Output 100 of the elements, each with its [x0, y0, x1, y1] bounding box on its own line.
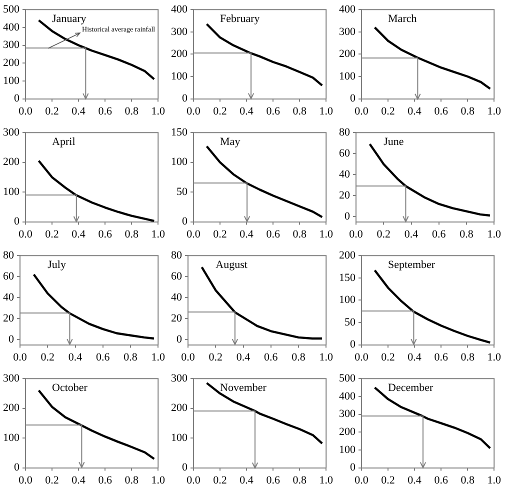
x-tick-label: 0.2 — [45, 474, 59, 486]
y-tick-label: 40 — [3, 291, 14, 304]
chart-title: July — [48, 258, 66, 271]
y-tick-label: 40 — [171, 291, 182, 304]
x-tick-label: 0.2 — [213, 105, 227, 118]
chart-title: September — [388, 258, 436, 271]
y-tick-label: 100 — [3, 74, 20, 87]
x-tick-label: 0.6 — [98, 105, 112, 118]
x-tick-label: 0.8 — [292, 228, 307, 240]
y-tick-label: 300 — [171, 372, 188, 384]
x-tick-label: 0.4 — [408, 474, 422, 486]
chart-title: August — [216, 258, 248, 271]
y-tick-label: 50 — [344, 316, 356, 328]
x-tick-label: 0.0 — [18, 228, 33, 240]
x-tick-label: 0.0 — [186, 228, 201, 240]
y-tick-label: 200 — [3, 57, 20, 70]
y-tick-label: 400 — [339, 390, 356, 402]
x-tick-label: 0.0 — [354, 474, 369, 486]
x-tick-label: 0.4 — [240, 105, 254, 118]
chart-title: April — [52, 136, 76, 148]
chart-title: October — [52, 382, 88, 394]
y-tick-label: 0 — [350, 92, 356, 105]
y-tick-label: 0 — [182, 92, 188, 105]
y-tick-label: 80 — [171, 249, 182, 262]
y-tick-label: 80 — [3, 249, 14, 262]
x-tick-label: 0.2 — [208, 351, 222, 364]
x-tick-label: 0.8 — [124, 105, 139, 118]
x-tick-label: 0.4 — [72, 474, 86, 486]
y-tick-label: 100 — [171, 432, 188, 444]
y-tick-label: 100 — [339, 294, 356, 306]
x-tick-label: 0.6 — [434, 351, 448, 364]
y-tick-label: 300 — [3, 126, 20, 138]
chart-title: December — [388, 382, 434, 394]
x-tick-label: 0.6 — [434, 474, 448, 486]
x-tick-label: 1.0 — [319, 228, 334, 240]
y-tick-label: 200 — [339, 249, 356, 262]
y-tick-label: 100 — [339, 444, 356, 456]
y-tick-label: 200 — [339, 48, 356, 60]
x-tick-label: 0.4 — [68, 351, 83, 364]
x-tick-label: 0.4 — [72, 228, 86, 240]
y-tick-label: 50 — [176, 186, 188, 198]
y-tick-label: 400 — [171, 3, 188, 16]
y-tick-label: 100 — [3, 432, 20, 444]
x-tick-label: 0.2 — [45, 105, 59, 118]
x-tick-label: 0.4 — [72, 105, 86, 118]
x-tick-label: 0.8 — [460, 474, 475, 486]
x-tick-label: 1.0 — [151, 351, 166, 364]
x-tick-label: 0.2 — [213, 474, 227, 486]
y-tick-label: 0 — [14, 216, 20, 228]
y-tick-label: 0 — [182, 216, 188, 228]
y-tick-label: 100 — [339, 70, 356, 82]
y-tick-label: 400 — [3, 21, 20, 34]
x-tick-label: 1.0 — [319, 474, 334, 486]
y-tick-label: 200 — [3, 402, 20, 414]
x-tick-label: 0.8 — [460, 228, 474, 240]
y-tick-label: 100 — [3, 186, 20, 198]
y-tick-label: 0 — [350, 462, 356, 474]
x-tick-label: 0.0 — [349, 228, 364, 240]
x-tick-label: 0.4 — [236, 351, 251, 364]
y-tick-label: 200 — [171, 402, 188, 414]
y-tick-label: 300 — [3, 39, 20, 52]
x-tick-label: 0.2 — [381, 351, 395, 364]
y-tick-label: 80 — [339, 126, 350, 138]
y-tick-label: 20 — [339, 189, 350, 202]
x-tick-label: 1.0 — [487, 351, 502, 364]
x-tick-label: 0.2 — [376, 228, 390, 240]
x-tick-label: 1.0 — [487, 228, 502, 240]
chart-title: June — [384, 136, 404, 148]
y-tick-label: 0 — [350, 338, 356, 351]
x-tick-label: 0.6 — [266, 105, 280, 118]
chart-title: February — [220, 12, 260, 25]
y-tick-label: 60 — [171, 270, 182, 282]
y-tick-label: 500 — [3, 3, 20, 16]
x-tick-label: 0.0 — [186, 105, 201, 118]
y-tick-label: 40 — [339, 168, 350, 180]
x-tick-label: 0.8 — [292, 474, 307, 486]
x-tick-label: 0.8 — [124, 228, 139, 240]
x-tick-label: 0.0 — [181, 351, 196, 364]
chart-title: March — [388, 12, 418, 25]
x-tick-label: 1.0 — [487, 474, 502, 486]
y-tick-label: 200 — [339, 426, 356, 438]
x-tick-label: 0.0 — [13, 351, 28, 364]
x-tick-label: 0.0 — [186, 474, 201, 486]
y-tick-label: 0 — [176, 333, 182, 346]
y-tick-label: 0 — [14, 92, 20, 105]
x-tick-label: 0.2 — [213, 228, 227, 240]
y-tick-label: 0 — [344, 210, 350, 222]
x-tick-label: 1.0 — [487, 105, 502, 118]
y-tick-label: 60 — [339, 147, 350, 160]
x-tick-label: 0.0 — [354, 105, 369, 118]
y-tick-label: 300 — [339, 408, 356, 420]
x-tick-label: 0.2 — [381, 105, 395, 118]
y-tick-label: 200 — [3, 156, 20, 168]
chart-title: November — [220, 382, 267, 394]
y-tick-label: 20 — [171, 312, 182, 324]
x-tick-label: 0.2 — [381, 474, 395, 486]
y-tick-label: 400 — [339, 3, 356, 16]
x-tick-label: 0.4 — [404, 228, 419, 240]
x-tick-label: 1.0 — [151, 228, 166, 240]
y-tick-label: 150 — [171, 126, 188, 138]
